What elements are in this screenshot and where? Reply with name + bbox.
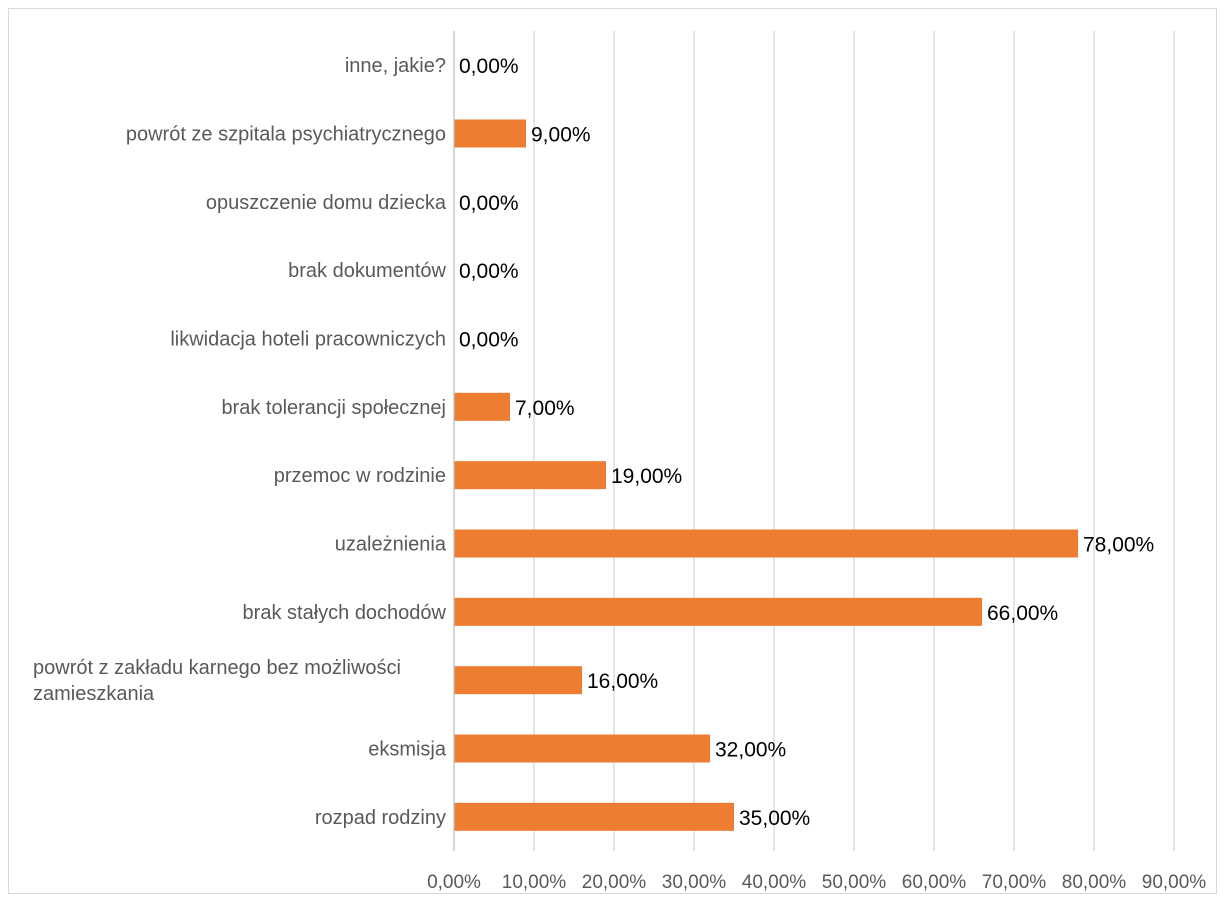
bar bbox=[454, 802, 734, 831]
category-label: powrót ze szpitala psychiatrycznego bbox=[126, 124, 446, 146]
bar bbox=[454, 392, 510, 421]
x-axis-tick-labels: 0,00% 10,00% 20,00% 30,00% 40,00% 50,00% 60,00… bbox=[427, 872, 1206, 893]
category-label: powrót z zakładu karnego bez możliwości z… bbox=[33, 657, 401, 705]
data-label: 9,00% bbox=[531, 124, 591, 147]
category-label: przemoc w rodzinie bbox=[274, 465, 446, 487]
data-label: 7,00% bbox=[515, 397, 575, 420]
data-label: 16,00% bbox=[587, 670, 658, 693]
data-label: 0,00% bbox=[459, 260, 519, 283]
data-label: 0,00% bbox=[459, 192, 519, 215]
chart-frame: rozpad rodziny eksmisja powrót z zakładu k… bbox=[8, 8, 1217, 894]
x-tick-label: 90,00% bbox=[1142, 872, 1207, 893]
bar bbox=[454, 597, 982, 626]
bars bbox=[454, 119, 1078, 831]
category-label: brak dokumentów bbox=[288, 260, 446, 282]
bar bbox=[454, 529, 1078, 558]
data-label: 78,00% bbox=[1083, 534, 1154, 557]
x-tick-label: 30,00% bbox=[662, 872, 727, 893]
data-label: 35,00% bbox=[739, 807, 810, 830]
x-tick-label: 40,00% bbox=[742, 872, 807, 893]
bar bbox=[454, 734, 710, 763]
category-label: uzależnienia bbox=[335, 534, 447, 556]
category-label: eksmisja bbox=[368, 739, 447, 761]
x-tick-label: 60,00% bbox=[902, 872, 967, 893]
data-label: 19,00% bbox=[611, 465, 682, 488]
bar bbox=[454, 119, 526, 148]
data-labels: 35,00% 32,00% 16,00% 66,00% 78,00% 19,00% 7,00… bbox=[459, 55, 1154, 830]
bar bbox=[454, 461, 606, 490]
gridlines bbox=[533, 31, 1175, 851]
x-tick-label: 10,00% bbox=[502, 872, 567, 893]
category-label: brak stałych dochodów bbox=[243, 602, 447, 624]
data-label: 0,00% bbox=[459, 329, 519, 352]
x-tick-label: 70,00% bbox=[982, 872, 1047, 893]
data-label: 66,00% bbox=[987, 602, 1058, 625]
bar bbox=[454, 666, 582, 695]
category-label: opuszczenie domu dziecka bbox=[206, 192, 447, 214]
data-label: 32,00% bbox=[715, 739, 786, 762]
x-tick-label: 50,00% bbox=[822, 872, 887, 893]
data-label: 0,00% bbox=[459, 55, 519, 78]
category-labels: rozpad rodziny eksmisja powrót z zakładu k… bbox=[33, 55, 447, 829]
x-tick-label: 0,00% bbox=[427, 872, 481, 893]
bar-chart: rozpad rodziny eksmisja powrót z zakładu k… bbox=[33, 31, 1206, 893]
category-label: brak tolerancji społecznej bbox=[221, 397, 446, 419]
category-label: likwidacja hoteli pracowniczych bbox=[170, 329, 446, 351]
category-label: inne, jakie? bbox=[345, 55, 446, 77]
category-label: rozpad rodziny bbox=[315, 807, 446, 829]
x-tick-label: 20,00% bbox=[582, 872, 647, 893]
x-tick-label: 80,00% bbox=[1062, 872, 1127, 893]
